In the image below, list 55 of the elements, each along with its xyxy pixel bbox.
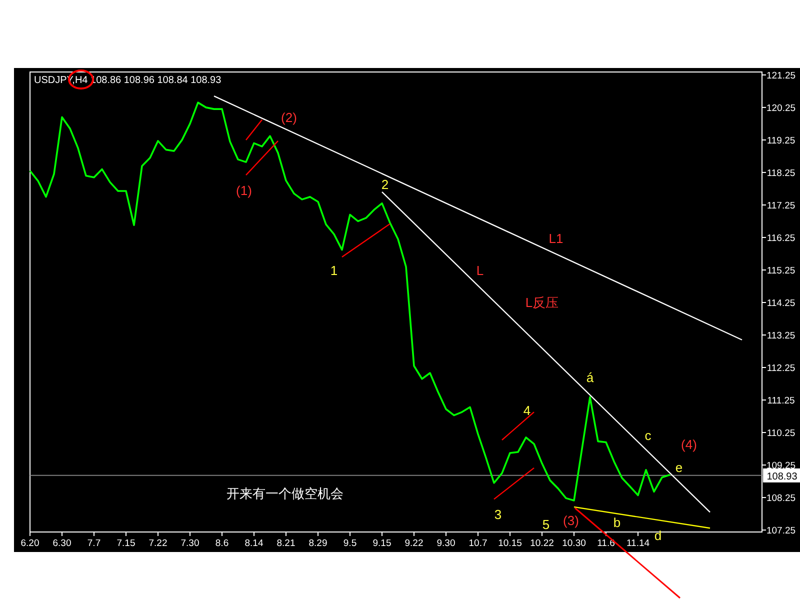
- y-tick-label: 118.25: [766, 168, 796, 179]
- x-tick-label: 11.14: [626, 538, 650, 549]
- annotation: (2): [281, 110, 297, 125]
- x-tick-label: 11.6: [597, 538, 615, 549]
- y-tick-label: 112.25: [766, 363, 796, 374]
- annotation: 3: [494, 507, 502, 522]
- annotation: (3): [563, 513, 579, 528]
- line-series: [29, 102, 671, 502]
- y-tick-label: 116.25: [766, 232, 796, 244]
- annotation: L: [476, 263, 484, 278]
- x-tick-label: 7.7: [87, 538, 101, 549]
- annotation: 1: [330, 263, 338, 278]
- y-tick-label: 113.25: [766, 330, 796, 342]
- x-tick-label: 7.15: [116, 538, 136, 549]
- y-tick-label: 121.25: [766, 70, 796, 82]
- annotation: L1: [548, 231, 564, 246]
- annotation: á: [586, 370, 594, 385]
- annotation: 开来有一个做空机会: [226, 486, 344, 501]
- x-tick-label: 8.14: [244, 538, 264, 549]
- x-tick-label: 10.22: [530, 538, 554, 549]
- annotation: c: [644, 428, 652, 443]
- annotation: 4: [523, 403, 531, 418]
- x-tick-label: 8.29: [308, 538, 328, 549]
- x-tick-label: 7.30: [180, 538, 200, 549]
- x-tick-label: 9.15: [372, 538, 392, 549]
- x-tick-label: 10.7: [468, 538, 488, 549]
- x-tick-label: 6.30: [52, 538, 72, 549]
- ref-line-label: 108.93: [766, 471, 798, 482]
- x-tick-label: 9.5: [343, 538, 357, 549]
- annotation: 5: [542, 517, 550, 532]
- y-tick-label: 108.25: [766, 493, 796, 504]
- y-tick-label: 114.25: [766, 298, 796, 309]
- annotation: L反压: [525, 295, 559, 310]
- y-tick-label: 117.25: [766, 200, 796, 212]
- annotation: 2: [381, 177, 389, 192]
- annotation: (1): [236, 183, 252, 198]
- annotation: (4): [681, 437, 697, 452]
- x-tick-label: 10.30: [562, 538, 586, 549]
- y-tick-label: 111.25: [767, 396, 795, 407]
- y-tick-label: 115.25: [766, 265, 796, 276]
- y-tick-label: 119.25: [766, 135, 796, 146]
- annotation: e: [675, 460, 683, 475]
- y-tick-label: 109.25: [766, 460, 796, 472]
- y-tick-label: 120.25: [766, 102, 796, 114]
- x-tick-label: 6.20: [20, 538, 40, 549]
- annotation: b: [613, 515, 621, 530]
- x-tick-label: 9.22: [404, 538, 424, 549]
- x-tick-label: 8.6: [215, 538, 229, 549]
- x-tick-label: 10.15: [498, 538, 522, 549]
- x-tick-label: 9.30: [436, 538, 456, 549]
- y-tick-label: 107.25: [766, 526, 796, 537]
- annotation: d: [654, 528, 662, 543]
- y-tick-label: 110.25: [766, 428, 796, 440]
- x-tick-label: 8.21: [276, 538, 296, 549]
- x-tick-label: 7.22: [148, 538, 168, 549]
